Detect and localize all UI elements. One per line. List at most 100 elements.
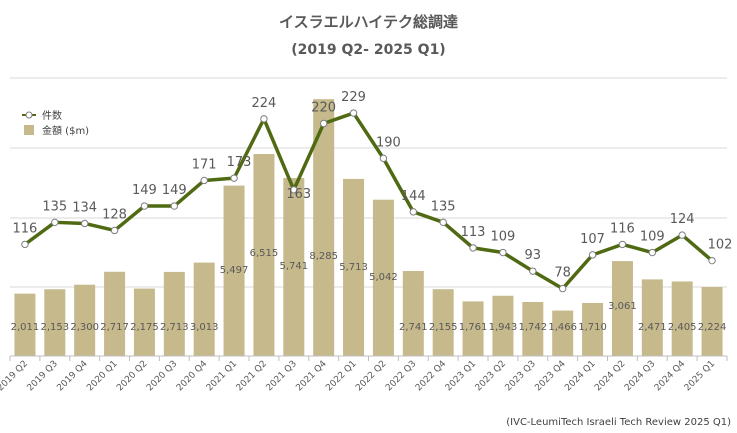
x-tick-label: 2024 Q2 <box>593 359 627 393</box>
bar-data-label: 5,042 <box>369 272 398 283</box>
bar-data-label: 2,300 <box>70 322 99 333</box>
legend: 件数 金額 ($m) <box>22 107 89 137</box>
x-tick-label: 2020 Q3 <box>145 359 179 393</box>
bar <box>74 284 96 356</box>
bar-data-label: 2,717 <box>100 322 129 333</box>
line-point <box>439 218 447 227</box>
bar-data-label: 2,153 <box>40 322 69 333</box>
line-point <box>170 202 179 210</box>
bar-data-label: 2,713 <box>160 322 189 333</box>
bar <box>701 287 723 356</box>
line-point <box>349 109 358 117</box>
line-point <box>379 154 388 163</box>
x-tick-label: 2022 Q2 <box>354 359 388 393</box>
line-data-label: 149 <box>162 183 187 198</box>
bar <box>492 295 514 356</box>
line-data-label: 93 <box>525 248 542 263</box>
x-tick-label: 2022 Q4 <box>414 359 449 394</box>
bar-data-label: 5,497 <box>220 265 249 276</box>
x-tick-label: 2021 Q4 <box>294 359 329 394</box>
legend-item-count: 件数 <box>22 107 89 122</box>
line-point <box>200 176 208 185</box>
bar <box>432 289 454 356</box>
bar <box>223 185 245 356</box>
line-series <box>21 109 716 293</box>
line-point <box>51 218 59 227</box>
bar-data-label: 2,741 <box>399 322 428 333</box>
line-point <box>140 202 149 210</box>
line-data-label: 220 <box>311 101 336 116</box>
line-point <box>290 186 298 194</box>
line-data-label: 102 <box>708 238 733 253</box>
bar <box>343 178 365 356</box>
line-data-label: 109 <box>491 230 516 245</box>
bar-data-label: 2,471 <box>638 322 667 333</box>
bar <box>552 310 574 356</box>
bar-data-label: 2,224 <box>698 322 727 333</box>
chart-title: イスラエルハイテク総調達 <box>279 13 458 31</box>
line-point <box>678 231 686 239</box>
line-point <box>618 240 627 249</box>
bar <box>104 271 126 356</box>
bar-data-label: 3,013 <box>190 322 219 333</box>
line-data-label: 171 <box>192 157 217 172</box>
line-point <box>80 219 89 228</box>
x-tick-label: 2021 Q2 <box>235 359 269 393</box>
bar-data-label: 1,710 <box>578 322 607 333</box>
line-point <box>110 226 119 235</box>
line-point <box>409 208 418 216</box>
line-data-label: 128 <box>102 207 127 222</box>
line-data-label: 134 <box>72 200 97 215</box>
line-data-label: 224 <box>252 96 277 111</box>
x-tick-label: 2021 Q1 <box>205 359 239 393</box>
gridlines <box>10 77 727 288</box>
line-point <box>21 240 29 249</box>
bar <box>133 288 155 356</box>
line-data-label: 109 <box>640 230 665 245</box>
line-point <box>319 119 328 128</box>
bar-data-label: 1,943 <box>489 322 518 333</box>
line-point <box>260 115 268 123</box>
bar-data-label: 2,175 <box>130 322 159 333</box>
line-point <box>588 251 597 259</box>
line-data-label: 163 <box>286 187 311 202</box>
bar <box>193 262 215 356</box>
x-tick-label: 2022 Q3 <box>384 359 418 393</box>
x-tick-label: 2023 Q2 <box>474 359 508 393</box>
bar-data-label: 3,061 <box>608 301 637 312</box>
bar <box>582 302 604 356</box>
line-data-label: 124 <box>670 212 695 227</box>
bar-data-label: 1,742 <box>518 322 547 333</box>
bar <box>402 271 424 356</box>
bar-data-label: 5,713 <box>339 262 368 273</box>
x-tick-label: 2023 Q3 <box>504 359 538 393</box>
bar <box>14 293 36 356</box>
legend-label-amount: 金額 ($m) <box>42 126 90 137</box>
x-tick-label: 2020 Q2 <box>115 359 149 393</box>
bar <box>372 199 394 356</box>
line-point <box>230 174 238 182</box>
bar <box>641 279 663 356</box>
line-data-label: 144 <box>401 189 426 204</box>
legend-item-amount: 金額 ($m) <box>22 122 89 137</box>
line-data-label: 149 <box>132 183 157 198</box>
line-data-labels: 116 135 134 128 149 149 171 173 224 163 220 229 190 1… <box>13 90 733 281</box>
x-tick-label: 2024 Q1 <box>563 359 597 393</box>
bar-swatch-icon <box>24 124 34 135</box>
bar-data-label: 2,011 <box>11 322 40 333</box>
count-line <box>23 111 714 291</box>
x-tick-label: 2024 Q3 <box>623 359 657 393</box>
source-note: (IVC-LeumiTech Israeli Tech Review 2025 … <box>506 417 731 428</box>
bar <box>283 178 305 356</box>
x-axis <box>9 355 728 361</box>
bar <box>522 301 544 356</box>
bar <box>462 301 484 356</box>
x-tick-label: 2023 Q1 <box>444 359 478 393</box>
line-point <box>558 284 567 293</box>
line-data-label: 116 <box>610 221 635 236</box>
x-tick-label: 2024 Q4 <box>653 359 688 394</box>
line-data-label: 229 <box>341 90 366 105</box>
bar <box>611 261 633 356</box>
